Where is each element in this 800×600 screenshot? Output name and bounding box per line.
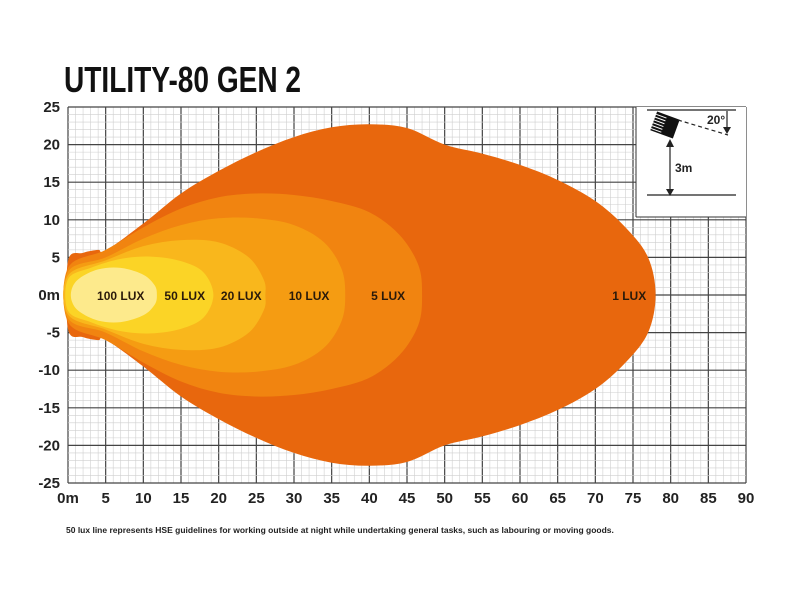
y-tick-label: 15 <box>43 174 60 191</box>
chart-title: UTILITY-80 GEN 2 <box>64 60 301 100</box>
x-tick-label: 60 <box>512 490 529 507</box>
x-tick-label: 85 <box>700 490 717 507</box>
x-tick-label: 50 <box>436 490 453 507</box>
y-tick-label: 0m <box>38 287 60 304</box>
x-tick-label: 0m <box>57 490 79 507</box>
height-label: 3m <box>675 161 692 175</box>
x-tick-label: 70 <box>587 490 604 507</box>
x-tick-label: 80 <box>662 490 679 507</box>
arrow-down-icon <box>666 189 674 196</box>
x-tick-label: 40 <box>361 490 378 507</box>
arrow-up-icon <box>666 139 674 147</box>
x-tick-label: 75 <box>625 490 642 507</box>
label-10-lux: 10 LUX <box>289 289 330 303</box>
y-tick-label: 20 <box>43 137 60 154</box>
x-tick-label: 20 <box>210 490 227 507</box>
lux-contours <box>63 124 656 466</box>
x-tick-label: 5 <box>101 490 109 507</box>
x-tick-label: 25 <box>248 490 265 507</box>
x-tick-label: 10 <box>135 490 152 507</box>
x-tick-label: 35 <box>323 490 340 507</box>
label-50-lux: 50 LUX <box>164 289 205 303</box>
y-tick-label: 5 <box>52 249 60 266</box>
y-tick-label: 25 <box>43 99 60 116</box>
y-tick-label: -10 <box>38 362 60 379</box>
y-tick-label: -5 <box>47 325 60 342</box>
mounting-inset: 20° 3m <box>635 107 746 218</box>
x-tick-label: 30 <box>286 490 303 507</box>
footnote: 50 lux line represents HSE guidelines fo… <box>66 525 614 535</box>
x-tick-label: 45 <box>399 490 416 507</box>
beam-angle-line <box>677 119 729 136</box>
y-tick-label: -20 <box>38 437 60 454</box>
lamp-icon <box>650 111 680 139</box>
y-tick-label: 10 <box>43 212 60 229</box>
lux-labels: 1 LUX 5 LUX 10 LUX 20 LUX 50 LUX 100 LUX <box>97 289 646 303</box>
axis-ticks: 0m 5 10 15 20 25 30 35 40 45 50 55 60 65 70 75 80 85 90 25 2… <box>38 99 754 507</box>
x-tick-label: 55 <box>474 490 491 507</box>
arrow-down-icon <box>723 127 731 134</box>
label-100-lux: 100 LUX <box>97 289 144 303</box>
x-tick-label: 15 <box>173 490 190 507</box>
label-1-lux: 1 LUX <box>612 289 646 303</box>
y-tick-label: -15 <box>38 400 60 417</box>
label-20-lux: 20 LUX <box>221 289 262 303</box>
contour-100-lux <box>70 267 157 323</box>
label-5-lux: 5 LUX <box>371 289 405 303</box>
x-tick-label: 90 <box>738 490 755 507</box>
x-tick-label: 65 <box>549 490 566 507</box>
angle-label: 20° <box>707 113 725 127</box>
y-tick-label: -25 <box>38 475 60 492</box>
